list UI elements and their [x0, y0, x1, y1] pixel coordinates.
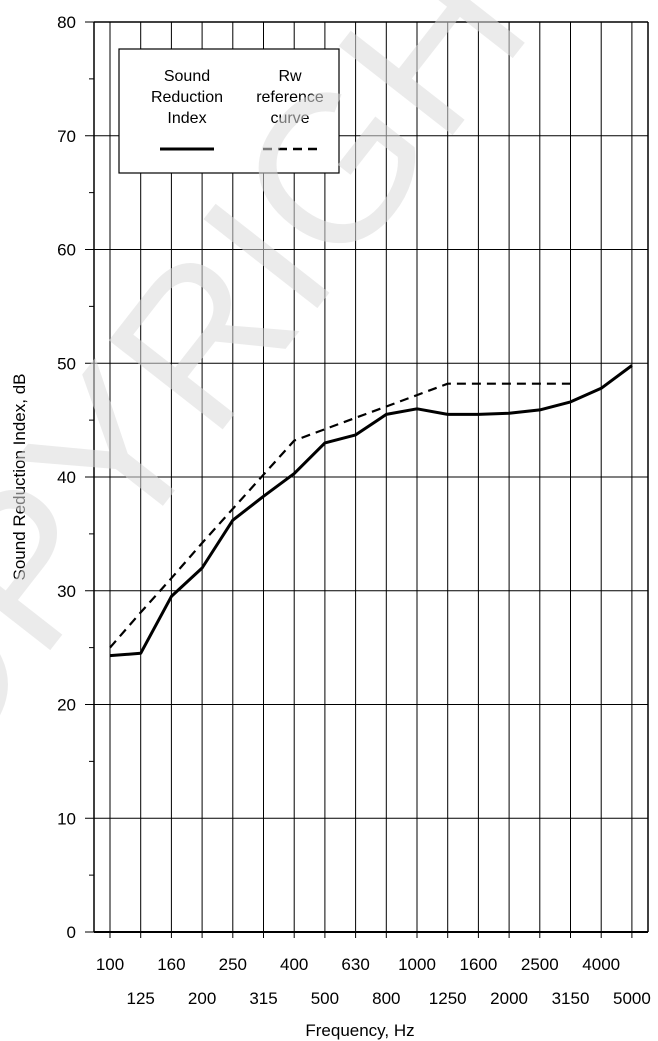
series-line-sound-reduction-index	[109, 364, 633, 658]
y-tick-label: 60	[57, 241, 76, 260]
x-tick-label: 2500	[521, 955, 559, 974]
series-line-rw-reference-curve	[109, 382, 571, 649]
x-tick-label: 2000	[490, 989, 528, 1008]
y-tick-label: 0	[67, 923, 76, 942]
y-tick-label: 10	[57, 809, 76, 828]
x-tick-label: 400	[280, 955, 308, 974]
x-tick-label: 1000	[398, 955, 436, 974]
x-tick-label: 250	[219, 955, 247, 974]
x-tick-label: 5000	[613, 989, 651, 1008]
y-axis-label: Sound Reduction Index, dB	[10, 374, 29, 581]
legend-label: Index	[167, 110, 206, 127]
legend: Sound Reduction Index Rw reference curve	[118, 48, 340, 174]
x-tick-label: 315	[249, 989, 277, 1008]
x-tick-label: 630	[341, 955, 369, 974]
legend-label: Sound	[164, 68, 210, 85]
tick-labels: 0102030405060708010012516020025031540050…	[57, 13, 651, 1008]
y-tick-label: 50	[57, 354, 76, 373]
y-tick-label: 30	[57, 582, 76, 601]
x-tick-label: 125	[127, 989, 155, 1008]
y-tick-label: 80	[57, 13, 76, 32]
x-tick-label: 500	[311, 989, 339, 1008]
legend-label: Reduction	[151, 89, 223, 106]
x-tick-label: 1250	[429, 989, 467, 1008]
y-tick-label: 20	[57, 696, 76, 715]
grid	[94, 21, 648, 932]
x-tick-label: 800	[372, 989, 400, 1008]
x-axis-label: Frequency, Hz	[305, 1021, 414, 1040]
x-tick-label: 160	[157, 955, 185, 974]
x-tick-label: 3150	[552, 989, 590, 1008]
legend-label: curve	[270, 110, 309, 127]
x-tick-label: 100	[96, 955, 124, 974]
series	[109, 364, 633, 658]
x-tick-label: 1600	[459, 955, 497, 974]
y-tick-label: 40	[57, 468, 76, 487]
axes	[85, 21, 649, 938]
x-tick-label: 4000	[582, 955, 620, 974]
legend-box	[118, 48, 340, 174]
legend-label: Rw	[278, 68, 302, 85]
x-tick-label: 200	[188, 989, 216, 1008]
legend-label: reference	[256, 89, 324, 106]
y-tick-label: 70	[57, 127, 76, 146]
